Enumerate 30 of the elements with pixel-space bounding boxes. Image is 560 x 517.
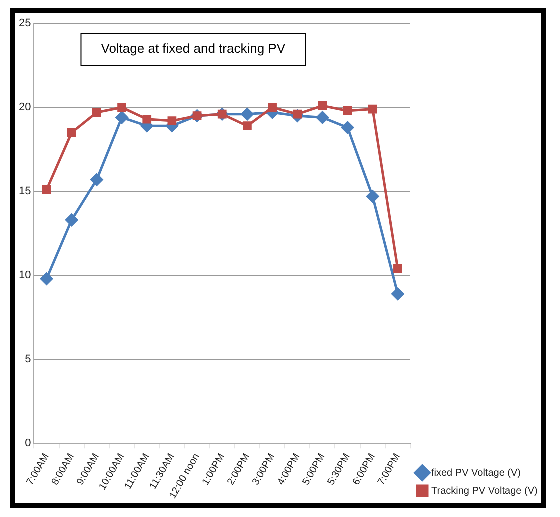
point <box>66 214 78 226</box>
point <box>268 103 277 112</box>
point <box>342 122 354 134</box>
point <box>392 288 404 300</box>
legend-label: fixed PV Voltage (V) <box>432 468 521 479</box>
point <box>118 103 126 112</box>
y-tick-label: 5 <box>25 354 32 366</box>
point <box>394 264 402 274</box>
y-tick-label: 25 <box>18 18 32 30</box>
point <box>318 102 328 110</box>
point <box>316 111 329 124</box>
y-tick-label: 0 <box>25 438 32 450</box>
point <box>343 106 352 116</box>
point <box>366 190 380 203</box>
point <box>92 108 102 118</box>
point <box>90 174 104 186</box>
point <box>243 122 252 131</box>
point <box>368 104 378 114</box>
point <box>116 111 128 124</box>
point <box>40 272 54 286</box>
point <box>67 128 76 138</box>
point <box>142 114 152 124</box>
text: Voltage at fixed and tracking PV <box>101 41 286 56</box>
y-tick-label: 20 <box>18 102 32 114</box>
point <box>42 186 52 194</box>
legend-label: Tracking PV Voltage (V) <box>432 486 538 497</box>
point <box>241 108 254 121</box>
y-tick-label: 10 <box>18 270 32 282</box>
y-tick-label: 15 <box>18 186 32 198</box>
point <box>168 116 177 126</box>
